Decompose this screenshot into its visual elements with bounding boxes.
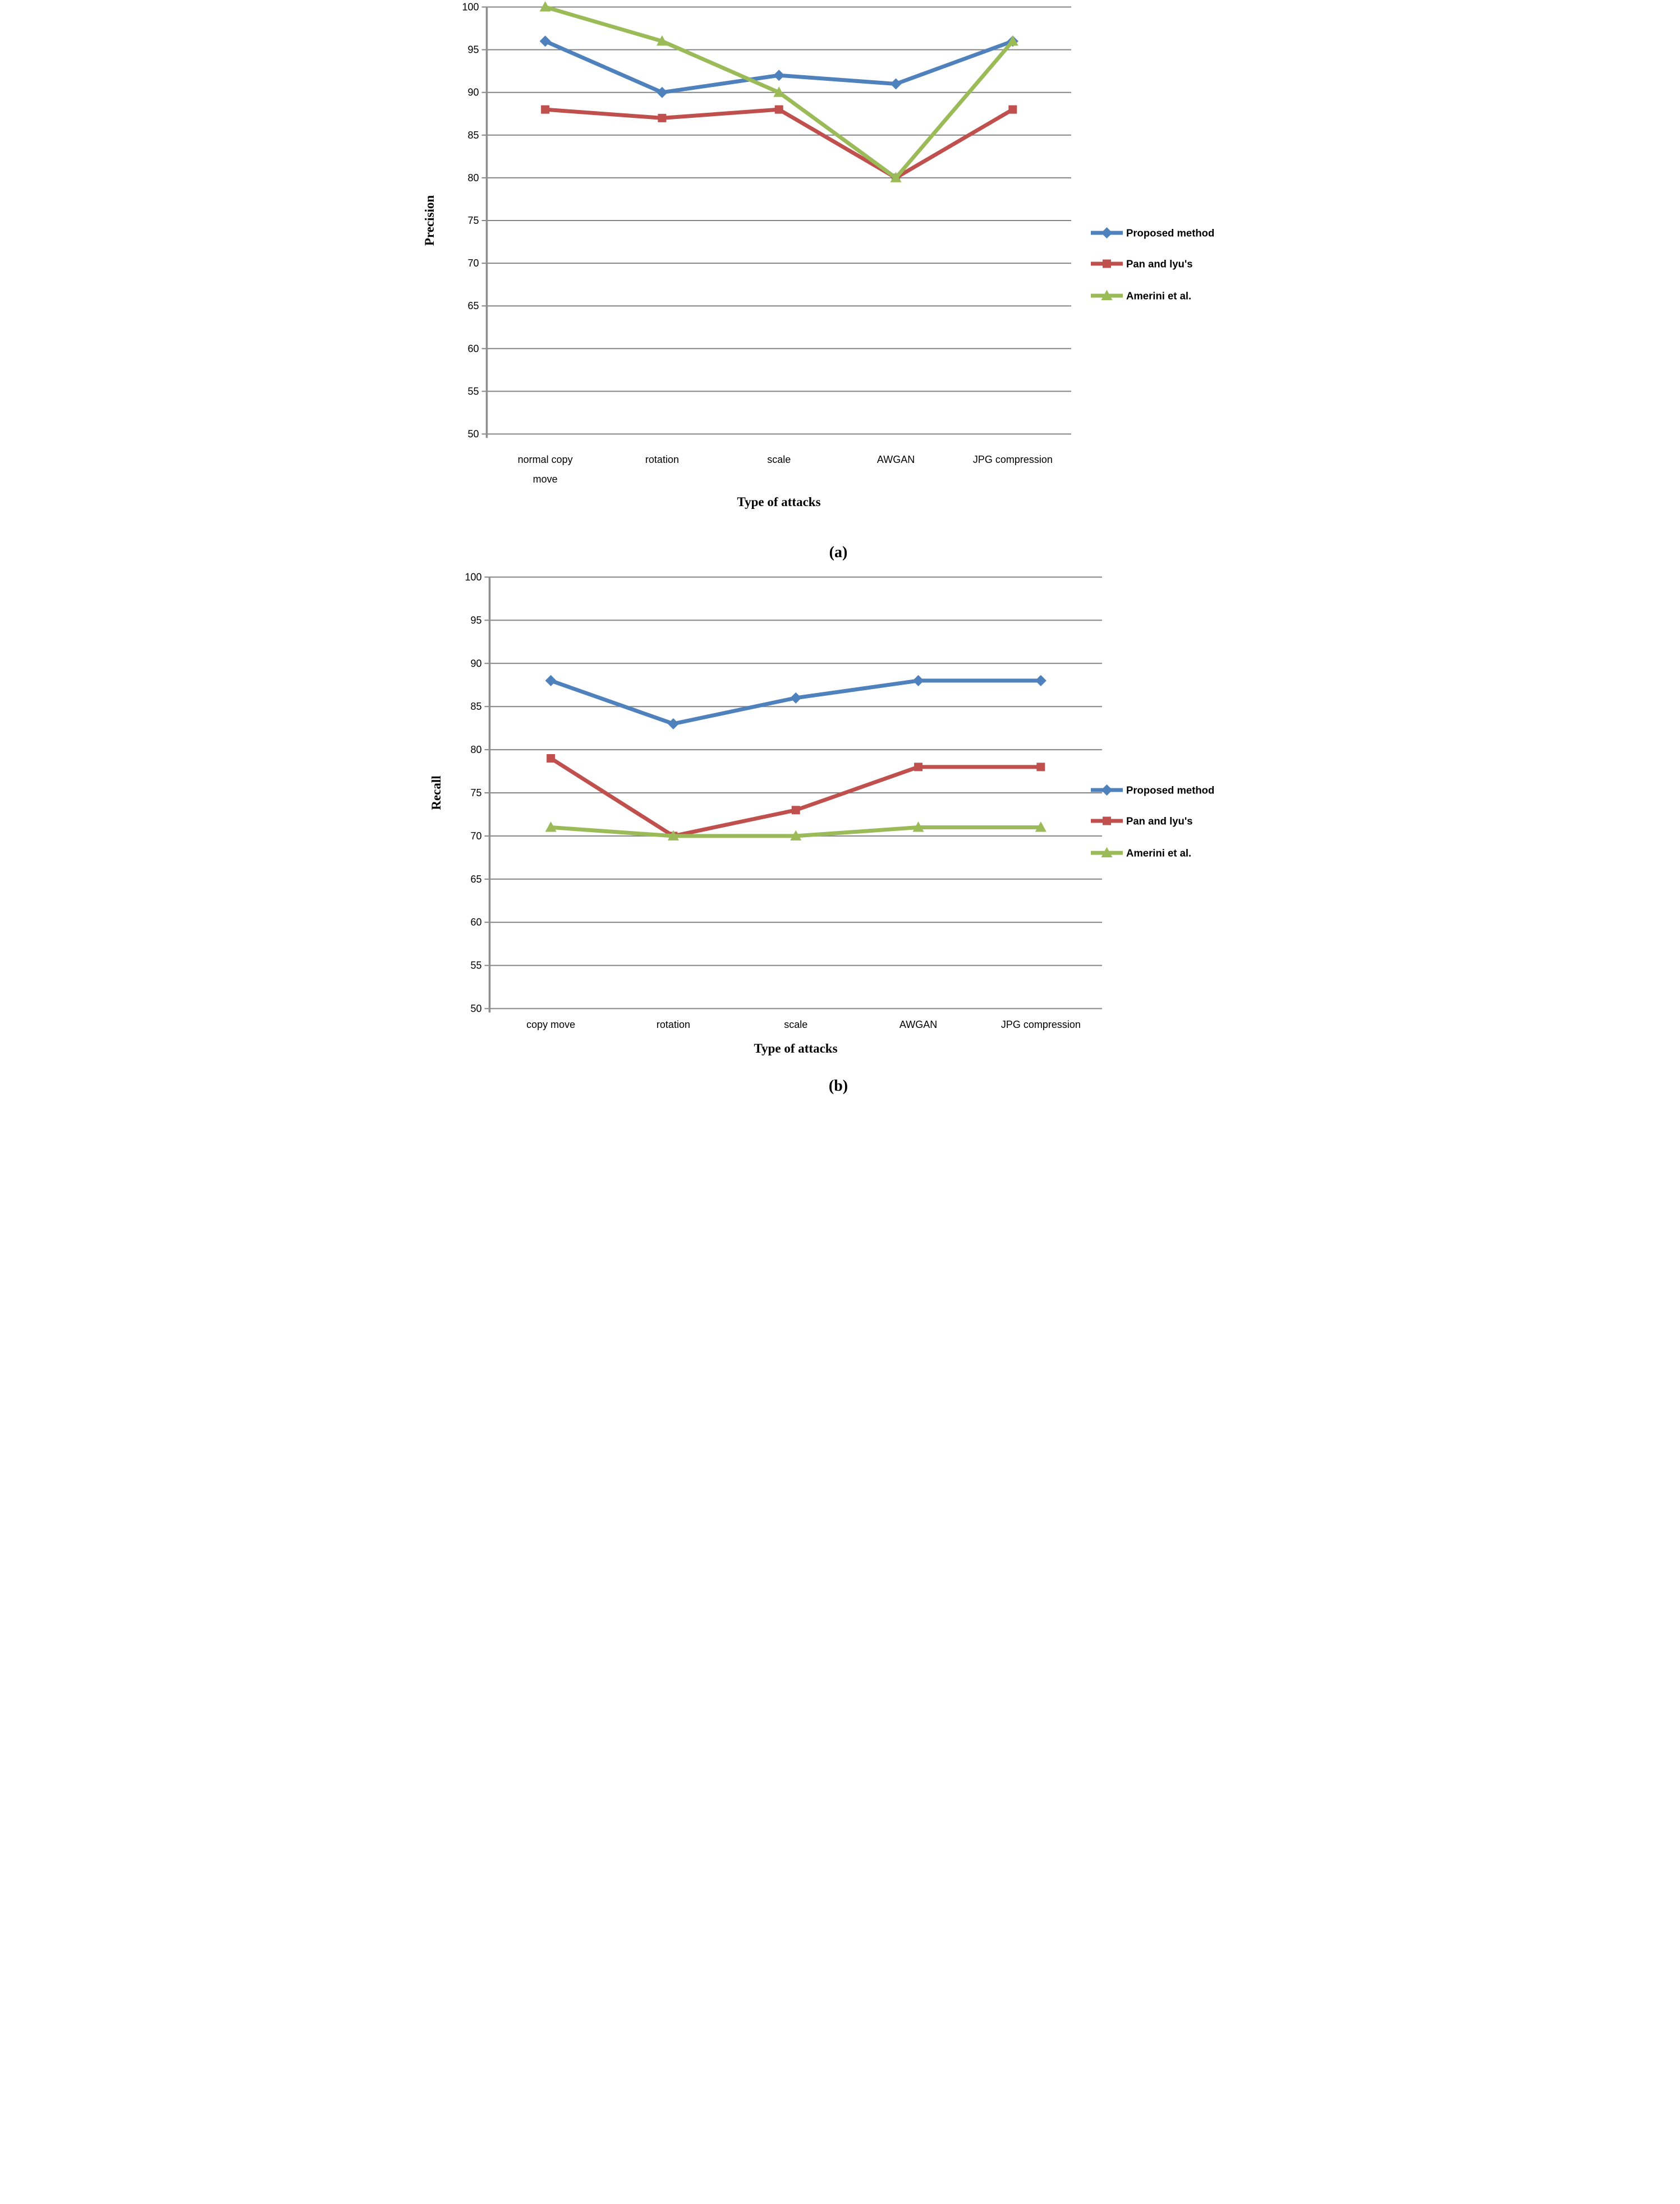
diamond-marker (1101, 784, 1112, 796)
diamond-marker (789, 692, 801, 704)
y-tick-label: 60 (467, 343, 479, 354)
x-category-label: scale (767, 454, 791, 465)
caption-b: (b) (828, 1077, 847, 1095)
y-tick-label: 60 (470, 917, 481, 928)
diamond-marker (1101, 227, 1112, 238)
chart-precision: 50 55 60 65 70 75 80 85 90 95 100 normal copy move r… (423, 1, 1214, 561)
legend: Proposed method Pan and lyu's Amerini et a… (1090, 227, 1214, 302)
diamond-marker (912, 675, 924, 687)
y-tick-label: 75 (467, 215, 479, 226)
series-line-square (548, 756, 1043, 838)
series-line-diamond (543, 39, 1015, 95)
x-category-labels: copy move rotation scale AWGAN JPG compressi… (526, 1019, 1081, 1030)
triangle-marker (539, 1, 551, 12)
y-tick-label: 85 (470, 701, 481, 712)
y-tick-label: 70 (470, 830, 481, 842)
square-marker (657, 113, 666, 122)
triangle-marker (890, 172, 902, 182)
legend-label: Amerini et al. (1126, 290, 1191, 302)
triangle-marker (656, 35, 668, 46)
x-axis-title: Type of attacks (754, 1041, 837, 1055)
y-tick-label: 95 (467, 44, 479, 56)
diamond-marker (890, 78, 902, 90)
x-category-label: copy move (526, 1019, 575, 1030)
figure-precision-recall-charts: 50 55 60 65 70 75 80 85 90 95 100 normal copy move r… (420, 0, 1260, 1102)
x-category-label: scale (784, 1019, 807, 1030)
square-marker (914, 763, 922, 772)
caption-a: (a) (829, 544, 847, 561)
legend-label: Proposed method (1126, 227, 1214, 239)
triangle-marker (667, 830, 679, 841)
diamond-marker (545, 675, 557, 687)
triangle-marker (912, 821, 924, 832)
x-axis-title: Type of attacks (737, 495, 820, 509)
y-axis-title: Recall (429, 775, 443, 810)
x-category-label: rotation (645, 454, 678, 465)
x-category-label: AWGAN (899, 1019, 937, 1030)
y-tick-label: 75 (470, 787, 481, 798)
x-category-label: JPG compression (972, 454, 1052, 465)
diamond-marker (667, 718, 679, 729)
triangle-marker (545, 821, 557, 832)
x-category-label: move (533, 474, 557, 485)
x-category-label: rotation (656, 1019, 690, 1030)
triangle-marker (1007, 35, 1018, 46)
gridlines (481, 6, 1071, 438)
legend-label: Pan and lyu's (1126, 815, 1193, 827)
square-marker (774, 105, 783, 114)
y-tick-label: 85 (467, 130, 479, 141)
y-tick-label: 65 (470, 874, 481, 885)
y-tick-label: 95 (470, 614, 481, 626)
square-marker (546, 754, 555, 763)
chart-recall: 50 55 60 65 70 75 80 85 90 95 100 copy move rotatio… (429, 572, 1214, 1095)
series-group (539, 1, 1018, 182)
y-tick-label: 100 (462, 2, 479, 13)
square-marker (1102, 259, 1111, 268)
y-tick-label: 80 (467, 172, 479, 183)
series-line-square (543, 107, 1015, 180)
y-tick-label: 55 (467, 385, 479, 397)
legend-label: Pan and lyu's (1126, 258, 1193, 270)
y-tick-label: 90 (467, 87, 479, 98)
square-marker (540, 105, 549, 114)
gridlines (484, 576, 1102, 1013)
diamond-marker (539, 35, 551, 47)
y-tick-label: 50 (467, 429, 479, 440)
x-category-label: JPG compression (1000, 1019, 1080, 1030)
square-marker (1008, 105, 1017, 114)
y-tick-label: 55 (470, 960, 481, 971)
triangle-marker (1101, 847, 1112, 857)
legend-label: Proposed method (1126, 784, 1214, 796)
diamond-marker (773, 70, 784, 81)
x-category-labels: normal copy move rotation scale AWGAN JPG com… (517, 454, 1052, 485)
y-tick-label: 50 (470, 1003, 481, 1014)
y-tick-label: 65 (467, 300, 479, 311)
y-tick-label: 90 (470, 658, 481, 669)
y-tick-labels: 50 55 60 65 70 75 80 85 90 95 100 (465, 572, 481, 1014)
square-marker (1102, 816, 1111, 825)
x-category-label: AWGAN (876, 454, 914, 465)
triangle-marker (773, 86, 784, 97)
y-tick-label: 100 (465, 572, 481, 583)
legend: Proposed method Pan and lyu's Amerini et a… (1090, 784, 1214, 859)
y-axis-title: Precision (423, 195, 437, 246)
diamond-marker (1035, 675, 1046, 687)
diamond-marker (656, 86, 668, 98)
triangle-marker (789, 830, 801, 841)
legend-label: Amerini et al. (1126, 847, 1191, 859)
y-tick-label: 80 (470, 744, 481, 755)
charts-svg: 50 55 60 65 70 75 80 85 90 95 100 normal copy move r… (423, 1, 1214, 1095)
triangle-marker (1035, 821, 1046, 832)
y-tick-labels: 50 55 60 65 70 75 80 85 90 95 100 (462, 2, 479, 440)
y-tick-label: 70 (467, 258, 479, 269)
x-category-label: normal copy (517, 454, 572, 465)
square-marker (791, 806, 800, 815)
triangle-marker (1101, 290, 1112, 300)
series-group (545, 675, 1046, 841)
square-marker (1036, 763, 1045, 772)
